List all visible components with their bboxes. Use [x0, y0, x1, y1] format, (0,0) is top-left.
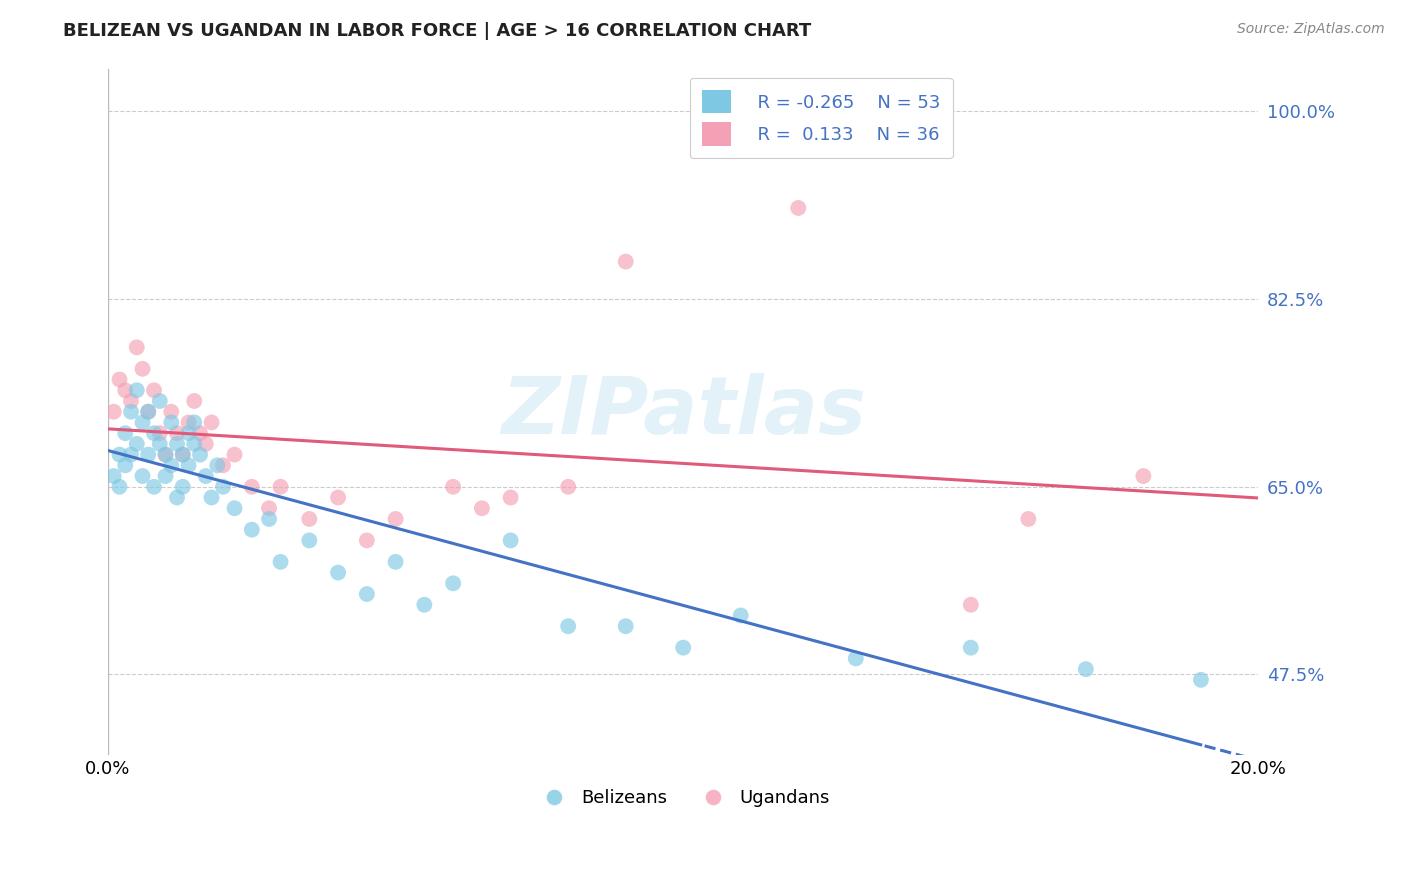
Point	[240, 523, 263, 537]
Point	[155, 469, 177, 483]
Point	[1189, 673, 1212, 687]
Point	[131, 361, 153, 376]
Point	[730, 608, 752, 623]
Point	[270, 555, 292, 569]
Point	[155, 448, 177, 462]
Point	[160, 416, 183, 430]
Point	[257, 501, 280, 516]
Point	[143, 384, 166, 398]
Point	[136, 448, 159, 462]
Point	[188, 426, 211, 441]
Point	[103, 469, 125, 483]
Point	[143, 480, 166, 494]
Point	[172, 448, 194, 462]
Point	[471, 501, 494, 516]
Point	[499, 491, 522, 505]
Point	[557, 480, 579, 494]
Point	[108, 480, 131, 494]
Point	[114, 426, 136, 441]
Point	[136, 405, 159, 419]
Point	[614, 254, 637, 268]
Point	[614, 619, 637, 633]
Point	[166, 426, 188, 441]
Point	[212, 480, 235, 494]
Point	[188, 448, 211, 462]
Point	[183, 394, 205, 409]
Point	[149, 437, 172, 451]
Point	[356, 587, 378, 601]
Point	[959, 598, 981, 612]
Point	[103, 405, 125, 419]
Legend: Belizeans, Ugandans: Belizeans, Ugandans	[529, 782, 838, 814]
Point	[240, 480, 263, 494]
Point	[108, 448, 131, 462]
Point	[212, 458, 235, 473]
Point	[1132, 469, 1154, 483]
Text: ZIPatlas: ZIPatlas	[501, 373, 866, 450]
Point	[413, 598, 436, 612]
Point	[120, 405, 142, 419]
Point	[131, 469, 153, 483]
Point	[172, 448, 194, 462]
Point	[125, 340, 148, 354]
Point	[143, 426, 166, 441]
Point	[114, 384, 136, 398]
Point	[207, 458, 229, 473]
Point	[172, 480, 194, 494]
Point	[125, 384, 148, 398]
Point	[326, 491, 349, 505]
Point	[257, 512, 280, 526]
Point	[326, 566, 349, 580]
Point	[114, 458, 136, 473]
Point	[200, 416, 222, 430]
Point	[845, 651, 868, 665]
Point	[959, 640, 981, 655]
Point	[441, 576, 464, 591]
Point	[224, 448, 246, 462]
Point	[183, 416, 205, 430]
Point	[177, 426, 200, 441]
Point	[787, 201, 810, 215]
Point	[194, 437, 217, 451]
Text: Source: ZipAtlas.com: Source: ZipAtlas.com	[1237, 22, 1385, 37]
Point	[200, 491, 222, 505]
Point	[384, 555, 406, 569]
Point	[166, 491, 188, 505]
Point	[441, 480, 464, 494]
Point	[672, 640, 695, 655]
Point	[1017, 512, 1039, 526]
Point	[298, 533, 321, 548]
Point	[194, 469, 217, 483]
Point	[557, 619, 579, 633]
Point	[224, 501, 246, 516]
Text: BELIZEAN VS UGANDAN IN LABOR FORCE | AGE > 16 CORRELATION CHART: BELIZEAN VS UGANDAN IN LABOR FORCE | AGE…	[63, 22, 811, 40]
Point	[356, 533, 378, 548]
Point	[384, 512, 406, 526]
Point	[149, 426, 172, 441]
Point	[131, 416, 153, 430]
Point	[155, 448, 177, 462]
Point	[183, 437, 205, 451]
Point	[125, 437, 148, 451]
Point	[120, 394, 142, 409]
Point	[136, 405, 159, 419]
Point	[160, 458, 183, 473]
Point	[149, 394, 172, 409]
Point	[298, 512, 321, 526]
Point	[177, 458, 200, 473]
Point	[270, 480, 292, 494]
Point	[160, 405, 183, 419]
Point	[166, 437, 188, 451]
Point	[108, 372, 131, 386]
Point	[499, 533, 522, 548]
Point	[1074, 662, 1097, 676]
Point	[120, 448, 142, 462]
Point	[177, 416, 200, 430]
